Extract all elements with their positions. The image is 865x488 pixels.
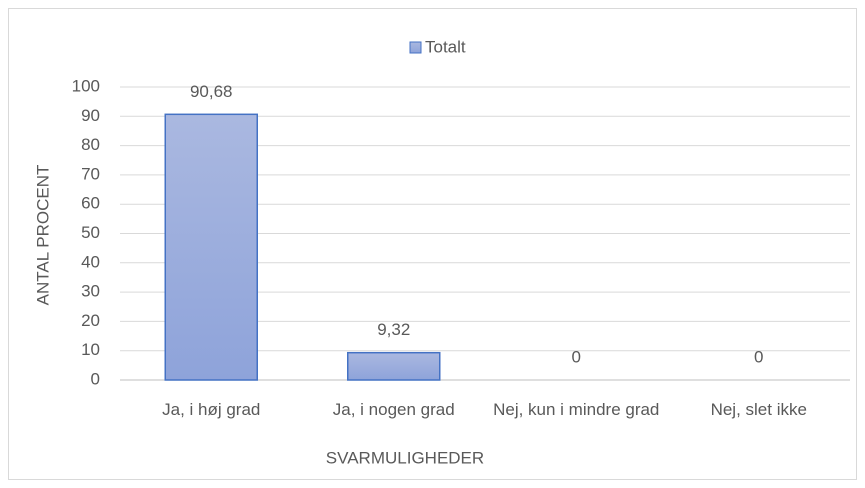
x-tick-label: Ja, i høj grad — [162, 400, 261, 419]
legend-label: Totalt — [425, 37, 466, 56]
bar — [164, 113, 258, 381]
y-tick-label: 100 — [72, 76, 100, 95]
value-label: 0 — [572, 347, 581, 366]
x-tick-label: Ja, i nogen grad — [332, 400, 455, 419]
y-tick-label: 60 — [81, 194, 100, 213]
x-tick-label: Nej, slet ikke — [710, 400, 807, 419]
bar — [347, 351, 441, 381]
x-axis-label: SVARMULIGHEDER — [326, 448, 484, 467]
x-tick-label: Nej, kun i mindre grad — [493, 400, 660, 419]
y-tick-label: 10 — [81, 340, 100, 359]
y-tick-label: 80 — [81, 135, 100, 154]
y-tick-label: 70 — [81, 164, 100, 183]
y-tick-label: 20 — [81, 311, 100, 330]
value-label: 0 — [754, 347, 763, 366]
value-label: 90,68 — [190, 82, 233, 101]
y-axis-label: ANTAL PROCENT — [33, 165, 52, 306]
y-tick-label: 0 — [91, 369, 100, 388]
legend-swatch — [409, 41, 422, 54]
y-tick-label: 50 — [81, 223, 100, 242]
y-tick-label: 90 — [81, 106, 100, 125]
value-label: 9,32 — [377, 320, 410, 339]
y-tick-label: 30 — [81, 282, 100, 301]
y-tick-label: 40 — [81, 252, 100, 271]
